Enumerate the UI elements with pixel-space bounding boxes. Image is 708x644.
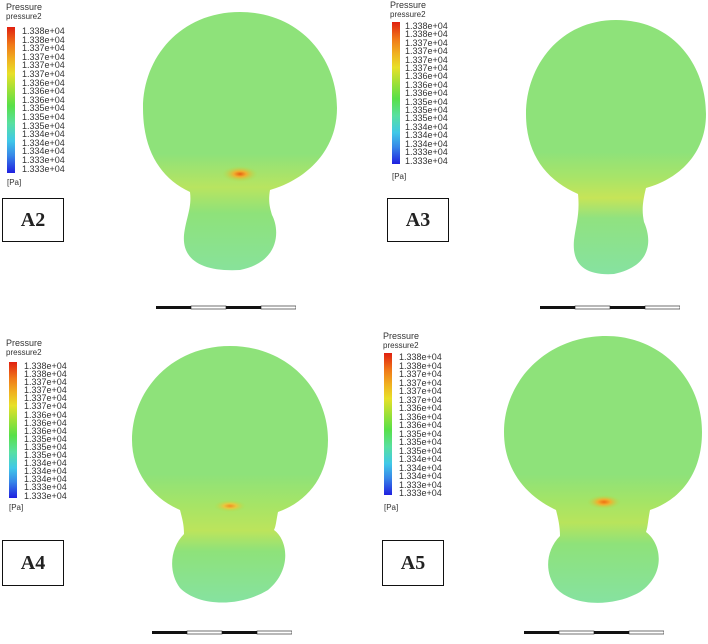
legend-tick-label: 1.336e+04 (399, 411, 442, 422)
legend-tick-label: 1.335e+04 (399, 445, 442, 456)
legend-tick-label: 1.335e+04 (24, 441, 67, 452)
pressure-contour-shape (504, 336, 702, 603)
legend-tick-label: 1.338e+04 (405, 21, 448, 31)
legend-tick-label: 1.336e+04 (399, 420, 442, 430)
legend-tick-label: 1.334e+04 (399, 462, 442, 473)
legend-tick-label: 1.335e+04 (24, 433, 67, 444)
pressure-legend: Pressure pressure2 (6, 2, 42, 21)
legend-tick-label: 1.337e+04 (24, 377, 67, 388)
legend-tick-label: 1.338e+04 (399, 360, 442, 371)
legend-tick-label: 1.333e+04 (24, 490, 67, 501)
legend-tick-label: 1.334e+04 (24, 458, 67, 469)
legend-tick-label: 1.334e+04 (405, 121, 448, 132)
legend-ticks: 1.338e+04 1.338e+04 1.337e+04 1.337e+04 1.33… (405, 21, 448, 166)
pressure-contour-shape (132, 346, 328, 603)
legend-tick-label: 1.335e+04 (22, 120, 65, 131)
color-bar (384, 353, 392, 495)
legend-tick-label: 1.336e+04 (405, 71, 448, 82)
legend-tick-label: 1.334e+04 (22, 137, 65, 148)
legend-tick-label: 1.337e+04 (24, 401, 67, 412)
scale-bar (524, 630, 664, 635)
legend-tick-label: 1.337e+04 (399, 369, 442, 379)
legend-tick-label: 1.337e+04 (22, 43, 65, 54)
scale-bar (152, 630, 292, 635)
legend-tick-label: 1.333e+04 (22, 163, 65, 174)
legend-tick-label: 1.336e+04 (24, 425, 67, 436)
panel-label: A3 (387, 198, 449, 242)
legend-tick-label: 1.336e+04 (405, 88, 448, 99)
legend-tick-label: 1.337e+04 (405, 46, 448, 57)
legend-tick-label: 1.335e+04 (399, 437, 442, 447)
scale-bar (156, 305, 296, 310)
pressure-legend: Pressure pressure2 (6, 338, 43, 357)
legend-tick-label: 1.336e+04 (405, 79, 448, 90)
legend-tick-label: 1.337e+04 (399, 386, 442, 396)
legend-tick-label: 1.333e+04 (399, 479, 442, 490)
legend-subtitle: pressure2 (6, 12, 42, 21)
legend-tick-label: 1.337e+04 (399, 394, 442, 405)
legend-tick-label: 1.336e+04 (399, 403, 442, 413)
legend-tick-label: 1.338e+04 (24, 361, 67, 371)
legend-tick-label: 1.335e+04 (22, 103, 65, 114)
legend-tick-label: 1.337e+04 (24, 393, 67, 404)
legend-tick-label: 1.335e+04 (399, 428, 442, 439)
legend-tick-label: 1.338e+04 (405, 29, 448, 40)
legend-tick-label: 1.334e+04 (22, 146, 65, 157)
panel-label: A4 (2, 540, 64, 586)
legend-tick-label: 1.337e+04 (405, 37, 448, 48)
legend-tick-label: 1.334e+04 (22, 129, 65, 140)
legend-tick-label: 1.333e+04 (22, 154, 65, 165)
pressure-contour-shape (526, 20, 706, 275)
legend-tick-label: 1.335e+04 (405, 96, 448, 107)
legend-ticks: 1.338e+04 1.338e+04 1.337e+04 1.337e+04 1.33… (22, 27, 65, 173)
color-bar (392, 22, 400, 164)
legend-tick-label: 1.334e+04 (405, 138, 448, 149)
color-bar (9, 362, 17, 498)
legend-tick-label: 1.338e+04 (24, 369, 67, 380)
legend-unit: [Pa] (384, 503, 399, 512)
legend-tick-label: 1.337e+04 (405, 63, 448, 74)
legend-title: Pressure (6, 2, 43, 12)
legend-tick-label: 1.333e+04 (399, 488, 442, 498)
legend-tick-label: 1.334e+04 (405, 130, 448, 141)
pressure-legend: Pressure pressure2 (390, 0, 427, 19)
legend-tick-label: 1.333e+04 (405, 155, 448, 166)
legend-tick-label: 1.335e+04 (405, 113, 448, 124)
legend-tick-label: 1.333e+04 (24, 482, 67, 493)
legend-tick-label: 1.336e+04 (22, 77, 65, 88)
legend-tick-label: 1.335e+04 (22, 111, 65, 122)
legend-tick-label: 1.337e+04 (399, 377, 442, 388)
panel-label: A5 (382, 540, 444, 586)
legend-tick-label: 1.336e+04 (22, 86, 65, 97)
pressure-legend: Pressure pressure2 (383, 331, 420, 350)
color-bar (7, 27, 15, 173)
legend-tick-label: 1.336e+04 (22, 94, 65, 105)
legend-ticks: 1.338e+04 1.338e+04 1.337e+04 1.337e+04 1.33… (399, 353, 442, 498)
legend-tick-label: 1.337e+04 (22, 60, 65, 71)
legend-unit: [Pa] (7, 178, 22, 187)
legend-tick-label: 1.335e+04 (24, 450, 67, 461)
legend-tick-label: 1.338e+04 (22, 34, 65, 45)
legend-tick-label: 1.334e+04 (24, 474, 67, 485)
legend-tick-label: 1.333e+04 (405, 147, 448, 158)
legend-unit: [Pa] (9, 503, 24, 512)
legend-tick-label: 1.334e+04 (24, 466, 67, 477)
legend-unit: [Pa] (392, 172, 407, 181)
panel-label: A2 (2, 198, 64, 242)
legend-tick-label: 1.338e+04 (399, 352, 442, 362)
legend-tick-label: 1.336e+04 (24, 417, 67, 428)
legend-ticks: 1.338e+04 1.338e+04 1.337e+04 1.337e+04 1.33… (24, 361, 67, 501)
legend-tick-label: 1.334e+04 (399, 454, 442, 464)
scale-bar (540, 305, 680, 310)
legend-tick-label: 1.336e+04 (24, 409, 67, 420)
pressure-contour-shape (143, 12, 337, 271)
legend-tick-label: 1.337e+04 (405, 54, 448, 65)
legend-tick-label: 1.334e+04 (399, 471, 442, 481)
legend-tick-label: 1.337e+04 (24, 385, 67, 396)
legend-tick-label: 1.338e+04 (22, 26, 65, 36)
legend-tick-label: 1.335e+04 (405, 105, 448, 116)
legend-tick-label: 1.337e+04 (22, 68, 65, 79)
legend-tick-label: 1.337e+04 (22, 51, 65, 62)
